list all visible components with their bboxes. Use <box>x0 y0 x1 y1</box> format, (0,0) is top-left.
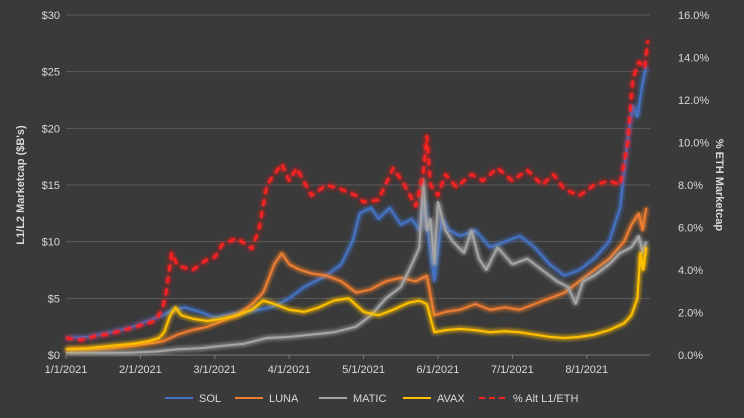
legend-label: AVAX <box>437 393 465 405</box>
y-right-tick-label: 0.0% <box>678 350 703 362</box>
series-line-matic <box>66 178 648 354</box>
series-line-luna <box>66 207 648 351</box>
y-right-tick-label: 10.0% <box>678 138 709 150</box>
x-tick-label: 8/1/2021 <box>565 364 608 376</box>
x-tick-label: 4/1/2021 <box>268 364 311 376</box>
series-line--alt-l1-eth <box>65 40 649 342</box>
series-lines <box>65 40 649 354</box>
x-tick-label: 2/1/2021 <box>119 364 162 376</box>
y-left-tick-label: $5 <box>48 293 60 305</box>
y-right-tick-label: 8.0% <box>678 180 703 192</box>
y-right-tick-label: 2.0% <box>678 308 703 320</box>
legend: SOL LUNA MATIC AVAX % Alt L1/ETH <box>165 393 578 405</box>
y-left-tick-label: $0 <box>48 350 60 362</box>
series-line-sol <box>65 65 648 339</box>
y-axis-left-title: L1/L2 Marketcap ($B's) <box>15 125 27 245</box>
x-tick-label: 3/1/2021 <box>193 364 236 376</box>
y-right-tick-label: 14.0% <box>678 53 709 65</box>
legend-label: SOL <box>199 393 221 405</box>
y-axis-right-title: % ETH Marketcap <box>713 139 725 232</box>
y-left-tick-label: $20 <box>42 123 60 135</box>
legend-label: MATIC <box>353 393 386 405</box>
series-line-avax <box>65 247 648 351</box>
gridlines <box>66 14 650 356</box>
y-right-tick-label: 16.0% <box>678 10 709 22</box>
y-right-tick-label: 6.0% <box>678 223 703 235</box>
x-tick-label: 6/1/2021 <box>417 364 460 376</box>
x-tick-label: 7/1/2021 <box>491 364 534 376</box>
y-left-tick-label: $25 <box>42 67 60 79</box>
axes: $0 $5 $10 $15 $20 $25 $30 0.0% 2.0% 4.0% 6.0% 8.0% 1… <box>42 10 710 376</box>
y-right-tick-label: 4.0% <box>678 265 703 277</box>
x-tick-label: 1/1/2021 <box>45 364 88 376</box>
x-tick-label: 5/1/2021 <box>342 364 385 376</box>
y-left-tick-label: $30 <box>42 10 60 22</box>
y-right-tick-label: 12.0% <box>678 95 709 107</box>
legend-label: LUNA <box>269 393 299 405</box>
legend-label: % Alt L1/ETH <box>513 393 578 405</box>
y-left-tick-label: $10 <box>42 237 60 249</box>
y-left-tick-label: $15 <box>42 180 60 192</box>
